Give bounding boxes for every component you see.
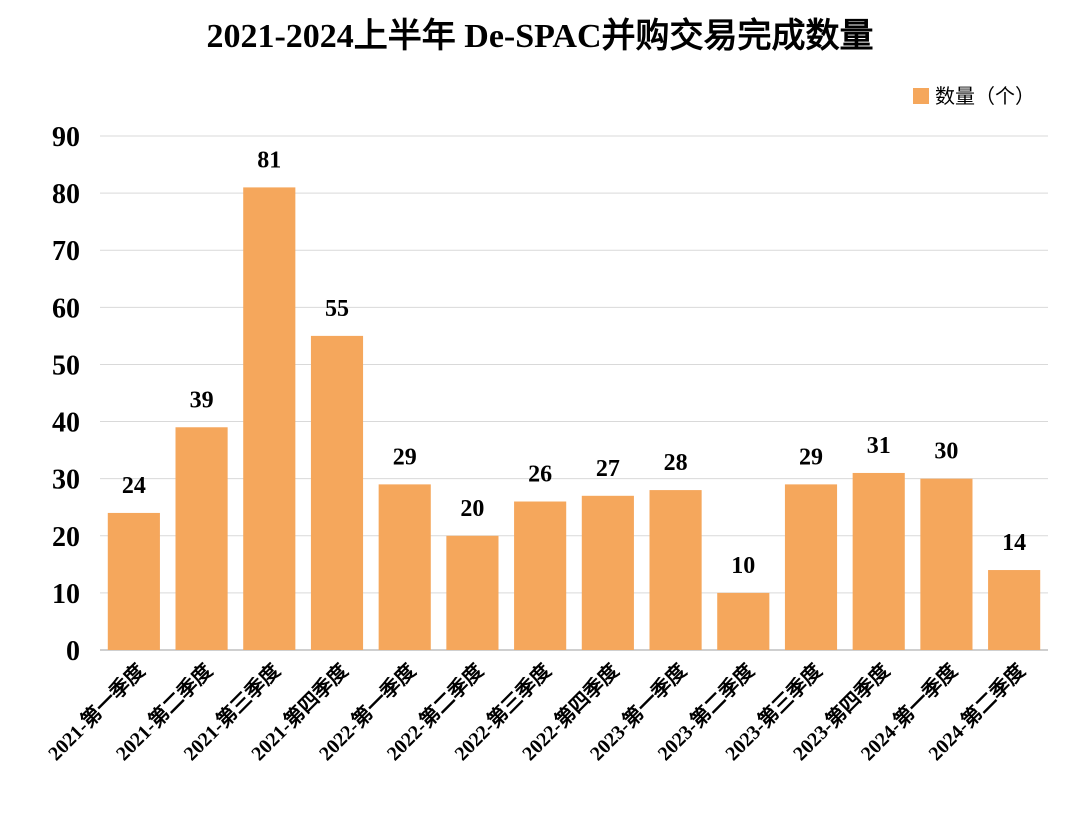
legend: 数量（个） (913, 85, 1035, 108)
bar (175, 427, 228, 650)
bar-value-labels: 24 39 81 55 29 20 26 27 28 10 29 31 30 14 (122, 147, 1026, 578)
bar (581, 495, 634, 650)
chart-title: 2021-2024上半年 De-SPAC并购交易完成数量 (206, 16, 873, 55)
bar-value-label: 81 (257, 147, 281, 173)
bar-value-label: 29 (799, 444, 823, 470)
bar-value-label: 10 (731, 553, 755, 579)
bar (920, 478, 973, 650)
y-tick-label: 0 (66, 636, 80, 667)
x-axis-tick-labels: 2021-第一季度2021-第二季度2021-第三季度2021-第四季度2022… (43, 658, 1031, 765)
y-tick-label: 80 (52, 179, 80, 210)
y-tick-label: 10 (52, 579, 80, 610)
y-tick-label: 70 (52, 236, 80, 267)
bar (514, 501, 567, 650)
bar-value-label: 29 (393, 444, 417, 470)
bar-value-label: 28 (664, 450, 688, 476)
bar-value-label: 55 (325, 296, 349, 322)
bar-value-label: 26 (528, 462, 552, 488)
gridlines (100, 135, 1048, 651)
bar-value-label: 31 (867, 433, 891, 459)
legend-swatch (913, 88, 929, 104)
bar-value-label: 20 (460, 496, 484, 522)
bar (107, 512, 160, 650)
y-tick-label: 30 (52, 465, 80, 496)
y-tick-label: 40 (52, 408, 80, 439)
y-tick-label: 20 (52, 522, 80, 553)
bar (852, 472, 905, 650)
bars (107, 187, 1041, 650)
y-tick-label: 50 (52, 350, 80, 381)
legend-label: 数量（个） (935, 85, 1035, 108)
bar (649, 490, 702, 650)
bar-value-label: 39 (190, 387, 214, 413)
y-axis-tick-labels: 0 10 20 30 40 50 60 70 80 90 (52, 122, 80, 667)
bar (310, 335, 364, 650)
bar-value-label: 30 (934, 439, 958, 465)
bar-value-label: 27 (596, 456, 620, 482)
bar (446, 535, 499, 650)
bar-value-label: 14 (1002, 530, 1026, 556)
bar (988, 570, 1041, 650)
bar (243, 187, 296, 650)
bar-value-label: 24 (122, 473, 146, 499)
bar (717, 592, 770, 650)
y-tick-label: 90 (52, 122, 80, 153)
bar (378, 484, 431, 650)
y-tick-label: 60 (52, 293, 80, 324)
bar (784, 484, 838, 650)
